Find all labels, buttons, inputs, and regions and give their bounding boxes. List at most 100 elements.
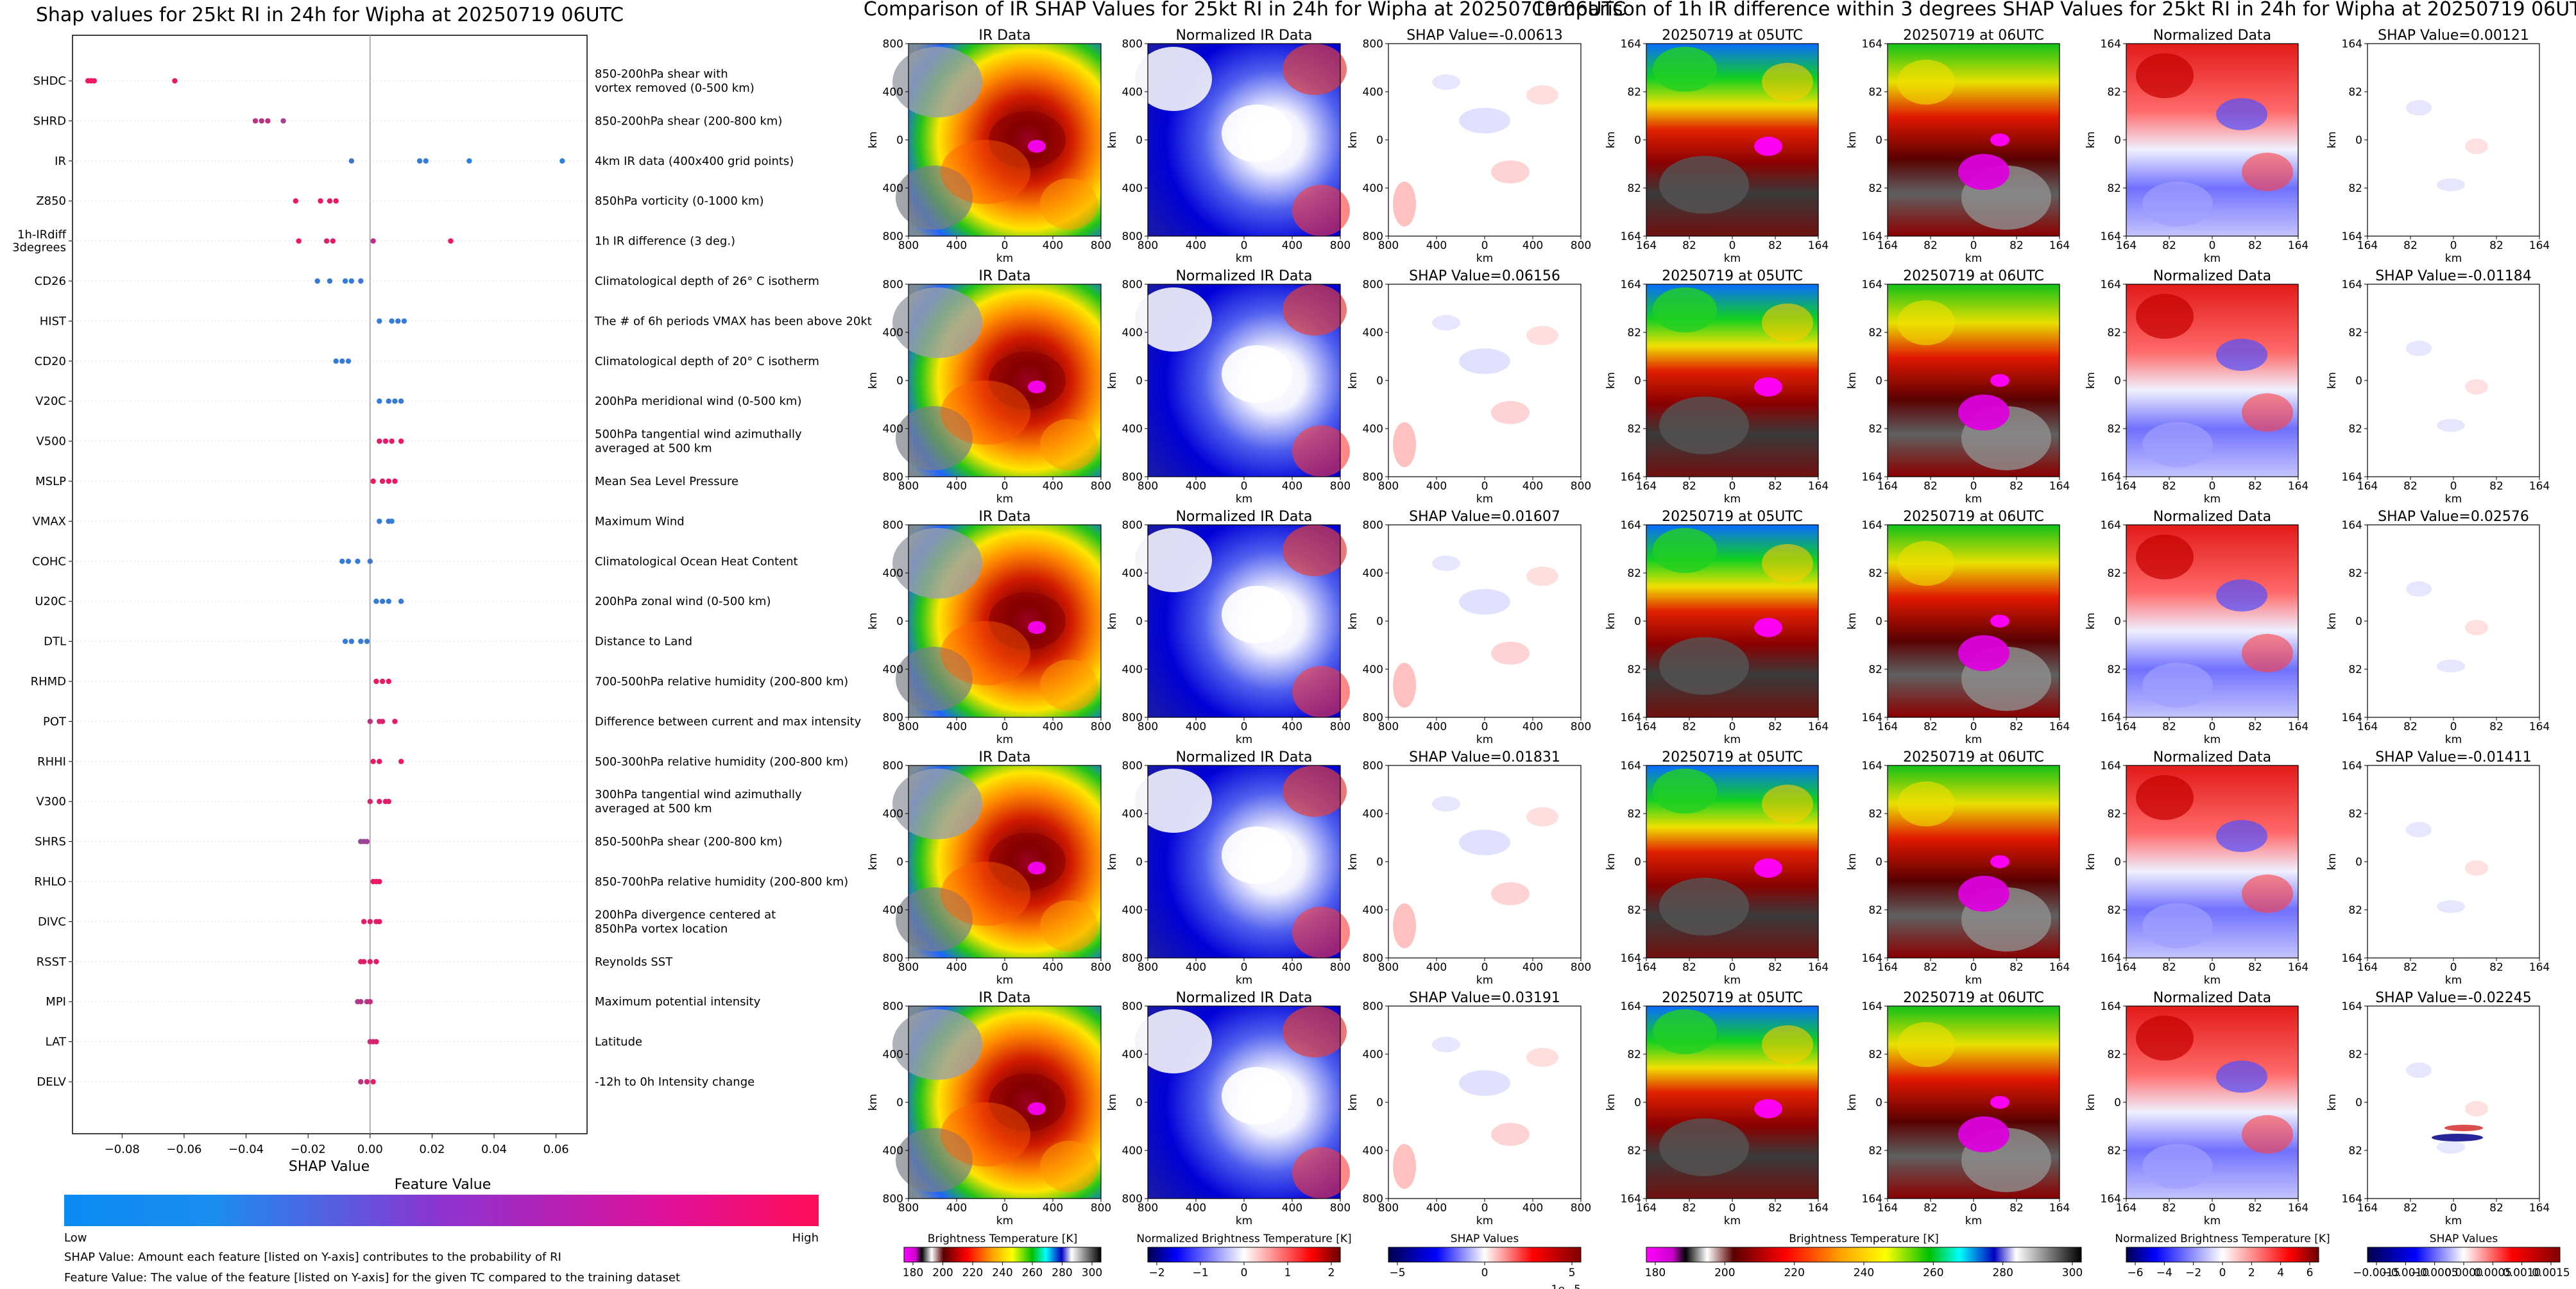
- x-tick-label: 0: [1002, 480, 1009, 493]
- shap-point: [395, 318, 401, 324]
- warm-region: [2242, 393, 2293, 432]
- colorbar-tick-label: 2: [1328, 1267, 1335, 1279]
- y-tick-label: 800: [1122, 278, 1143, 291]
- y-tick-label: 164: [1621, 1000, 1641, 1013]
- x-axis-label: km: [1724, 493, 1741, 506]
- norm-colorbar-right-label: Normalized Brightness Temperature [K]: [2115, 1233, 2330, 1245]
- x-tick-label: 800: [1138, 961, 1158, 974]
- warm-region: [2242, 634, 2293, 672]
- x-axis-label: km: [996, 1215, 1013, 1227]
- x-axis-label: km: [1724, 733, 1741, 746]
- x-tick-label: 400: [1043, 239, 1063, 252]
- x-tick-label: 82: [2162, 721, 2176, 733]
- feature-description-label: Climatological depth of 20° C isotherm: [595, 355, 819, 368]
- x-tick-label: 164: [1877, 480, 1898, 493]
- cloud-region: [1222, 1067, 1292, 1125]
- y-tick-label: 82: [2348, 327, 2362, 339]
- y-axis-label: km: [1846, 372, 1859, 389]
- normalized-ir-title: Normalized IR Data: [1175, 509, 1312, 525]
- y-tick-label: 82: [1868, 327, 1882, 339]
- x-tick-label: 0: [1481, 239, 1488, 252]
- shap-map-image: [1388, 284, 1581, 477]
- x-tick-label: 800: [1091, 480, 1111, 493]
- positive-shap: [1491, 401, 1530, 424]
- shap-point: [386, 799, 391, 805]
- y-tick-label: 82: [2348, 86, 2362, 99]
- colorbar-tick-label: 220: [962, 1267, 983, 1279]
- x-tick-label: 164: [1636, 239, 1657, 252]
- green-region: [1653, 769, 1717, 814]
- x-tick-label: 0: [1241, 480, 1248, 493]
- x-tick-label: 82: [1923, 1202, 1938, 1215]
- feature-description-label: 850hPa vorticity (0-1000 km): [595, 194, 764, 208]
- x-tick-label: 82: [2403, 239, 2418, 252]
- legend-title: Feature Value: [395, 1177, 491, 1193]
- y-tick-label: 0: [1136, 1097, 1143, 1109]
- shap-point: [377, 758, 382, 765]
- positive-shap: [2465, 1101, 2488, 1116]
- x-axis-label: km: [2445, 974, 2462, 987]
- y-tick-label: 82: [2107, 567, 2121, 580]
- y-tick-label: 400: [1363, 1145, 1383, 1157]
- colorbar-tick-label: 5: [1569, 1267, 1576, 1279]
- y-tick-label: 400: [1363, 1048, 1383, 1061]
- y-tick-label: 400: [883, 327, 903, 339]
- y-tick-label: 0: [896, 615, 903, 628]
- x-tick-label: 164: [1877, 721, 1898, 733]
- y-tick-label: 400: [1122, 86, 1143, 99]
- ir-06utc-title: 20250719 at 06UTC: [1903, 28, 2044, 44]
- normalized-ir-title: Normalized IR Data: [1175, 749, 1312, 765]
- diff-shap-image: [2367, 44, 2539, 236]
- colorbar-tick-label: 180: [1645, 1267, 1666, 1279]
- x-axis-label: km: [1236, 252, 1252, 265]
- negative-shap: [1432, 1037, 1460, 1052]
- x-tick-label: 400: [946, 961, 967, 974]
- x-tick-label: 800: [1571, 1202, 1591, 1215]
- x-tick-label: 400: [1186, 721, 1206, 733]
- shap-point: [416, 158, 423, 164]
- colorbar-tick-label: 260: [1923, 1267, 1943, 1279]
- y-axis-label: km: [1605, 372, 1617, 389]
- y-tick-label: 400: [883, 423, 903, 436]
- negative-shap: [1459, 108, 1510, 133]
- y-tick-label: 800: [1122, 952, 1143, 965]
- x-tick-label: 800: [1378, 1202, 1399, 1215]
- y-axis-label: km: [1605, 853, 1617, 870]
- shap-point: [358, 278, 364, 284]
- positive-shap: [1393, 903, 1416, 948]
- shap-point: [401, 318, 407, 324]
- ir-06utc-image: [1888, 284, 2060, 477]
- x-tick-label: 82: [1682, 480, 1696, 493]
- ir-05utc-title: 20250719 at 05UTC: [1662, 749, 1803, 765]
- shap-point: [339, 358, 345, 364]
- y-axis-label: km: [1605, 132, 1617, 148]
- x-tick-label: 0: [2209, 239, 2216, 252]
- yellow-region: [1897, 781, 1955, 826]
- warm-region: [2136, 534, 2194, 579]
- normalized-diff-title: Normalized Data: [2153, 749, 2271, 765]
- x-axis-label: km: [1476, 252, 1493, 265]
- y-tick-label: 164: [2101, 1193, 2121, 1206]
- shap-map-title: SHAP Value=0.06156: [1409, 268, 1560, 284]
- x-tick-label: 82: [2162, 239, 2176, 252]
- shap-point: [370, 478, 376, 484]
- y-tick-label: 800: [1122, 230, 1143, 243]
- normalized-ir-title: Normalized IR Data: [1175, 990, 1312, 1006]
- y-axis-label: km: [2085, 613, 2097, 629]
- negative-shap: [1432, 556, 1460, 571]
- y-tick-label: 164: [2101, 471, 2121, 484]
- y-tick-label: 0: [2355, 856, 2362, 869]
- y-axis-label: km: [2326, 1094, 2339, 1111]
- y-tick-label: 400: [1363, 567, 1383, 580]
- shap-point: [379, 478, 386, 484]
- y-tick-label: 800: [1363, 712, 1383, 724]
- x-tick-label: 800: [1378, 961, 1399, 974]
- x-tick-label: 400: [1282, 1202, 1302, 1215]
- y-tick-label: 0: [1136, 134, 1143, 147]
- x-axis-label: km: [996, 733, 1013, 746]
- y-tick-label: 400: [883, 182, 903, 195]
- x-tick-label: 0: [2209, 721, 2216, 733]
- x-tick-label: 400: [1523, 721, 1543, 733]
- y-axis-label: km: [867, 853, 880, 870]
- y-axis-label: km: [867, 132, 880, 148]
